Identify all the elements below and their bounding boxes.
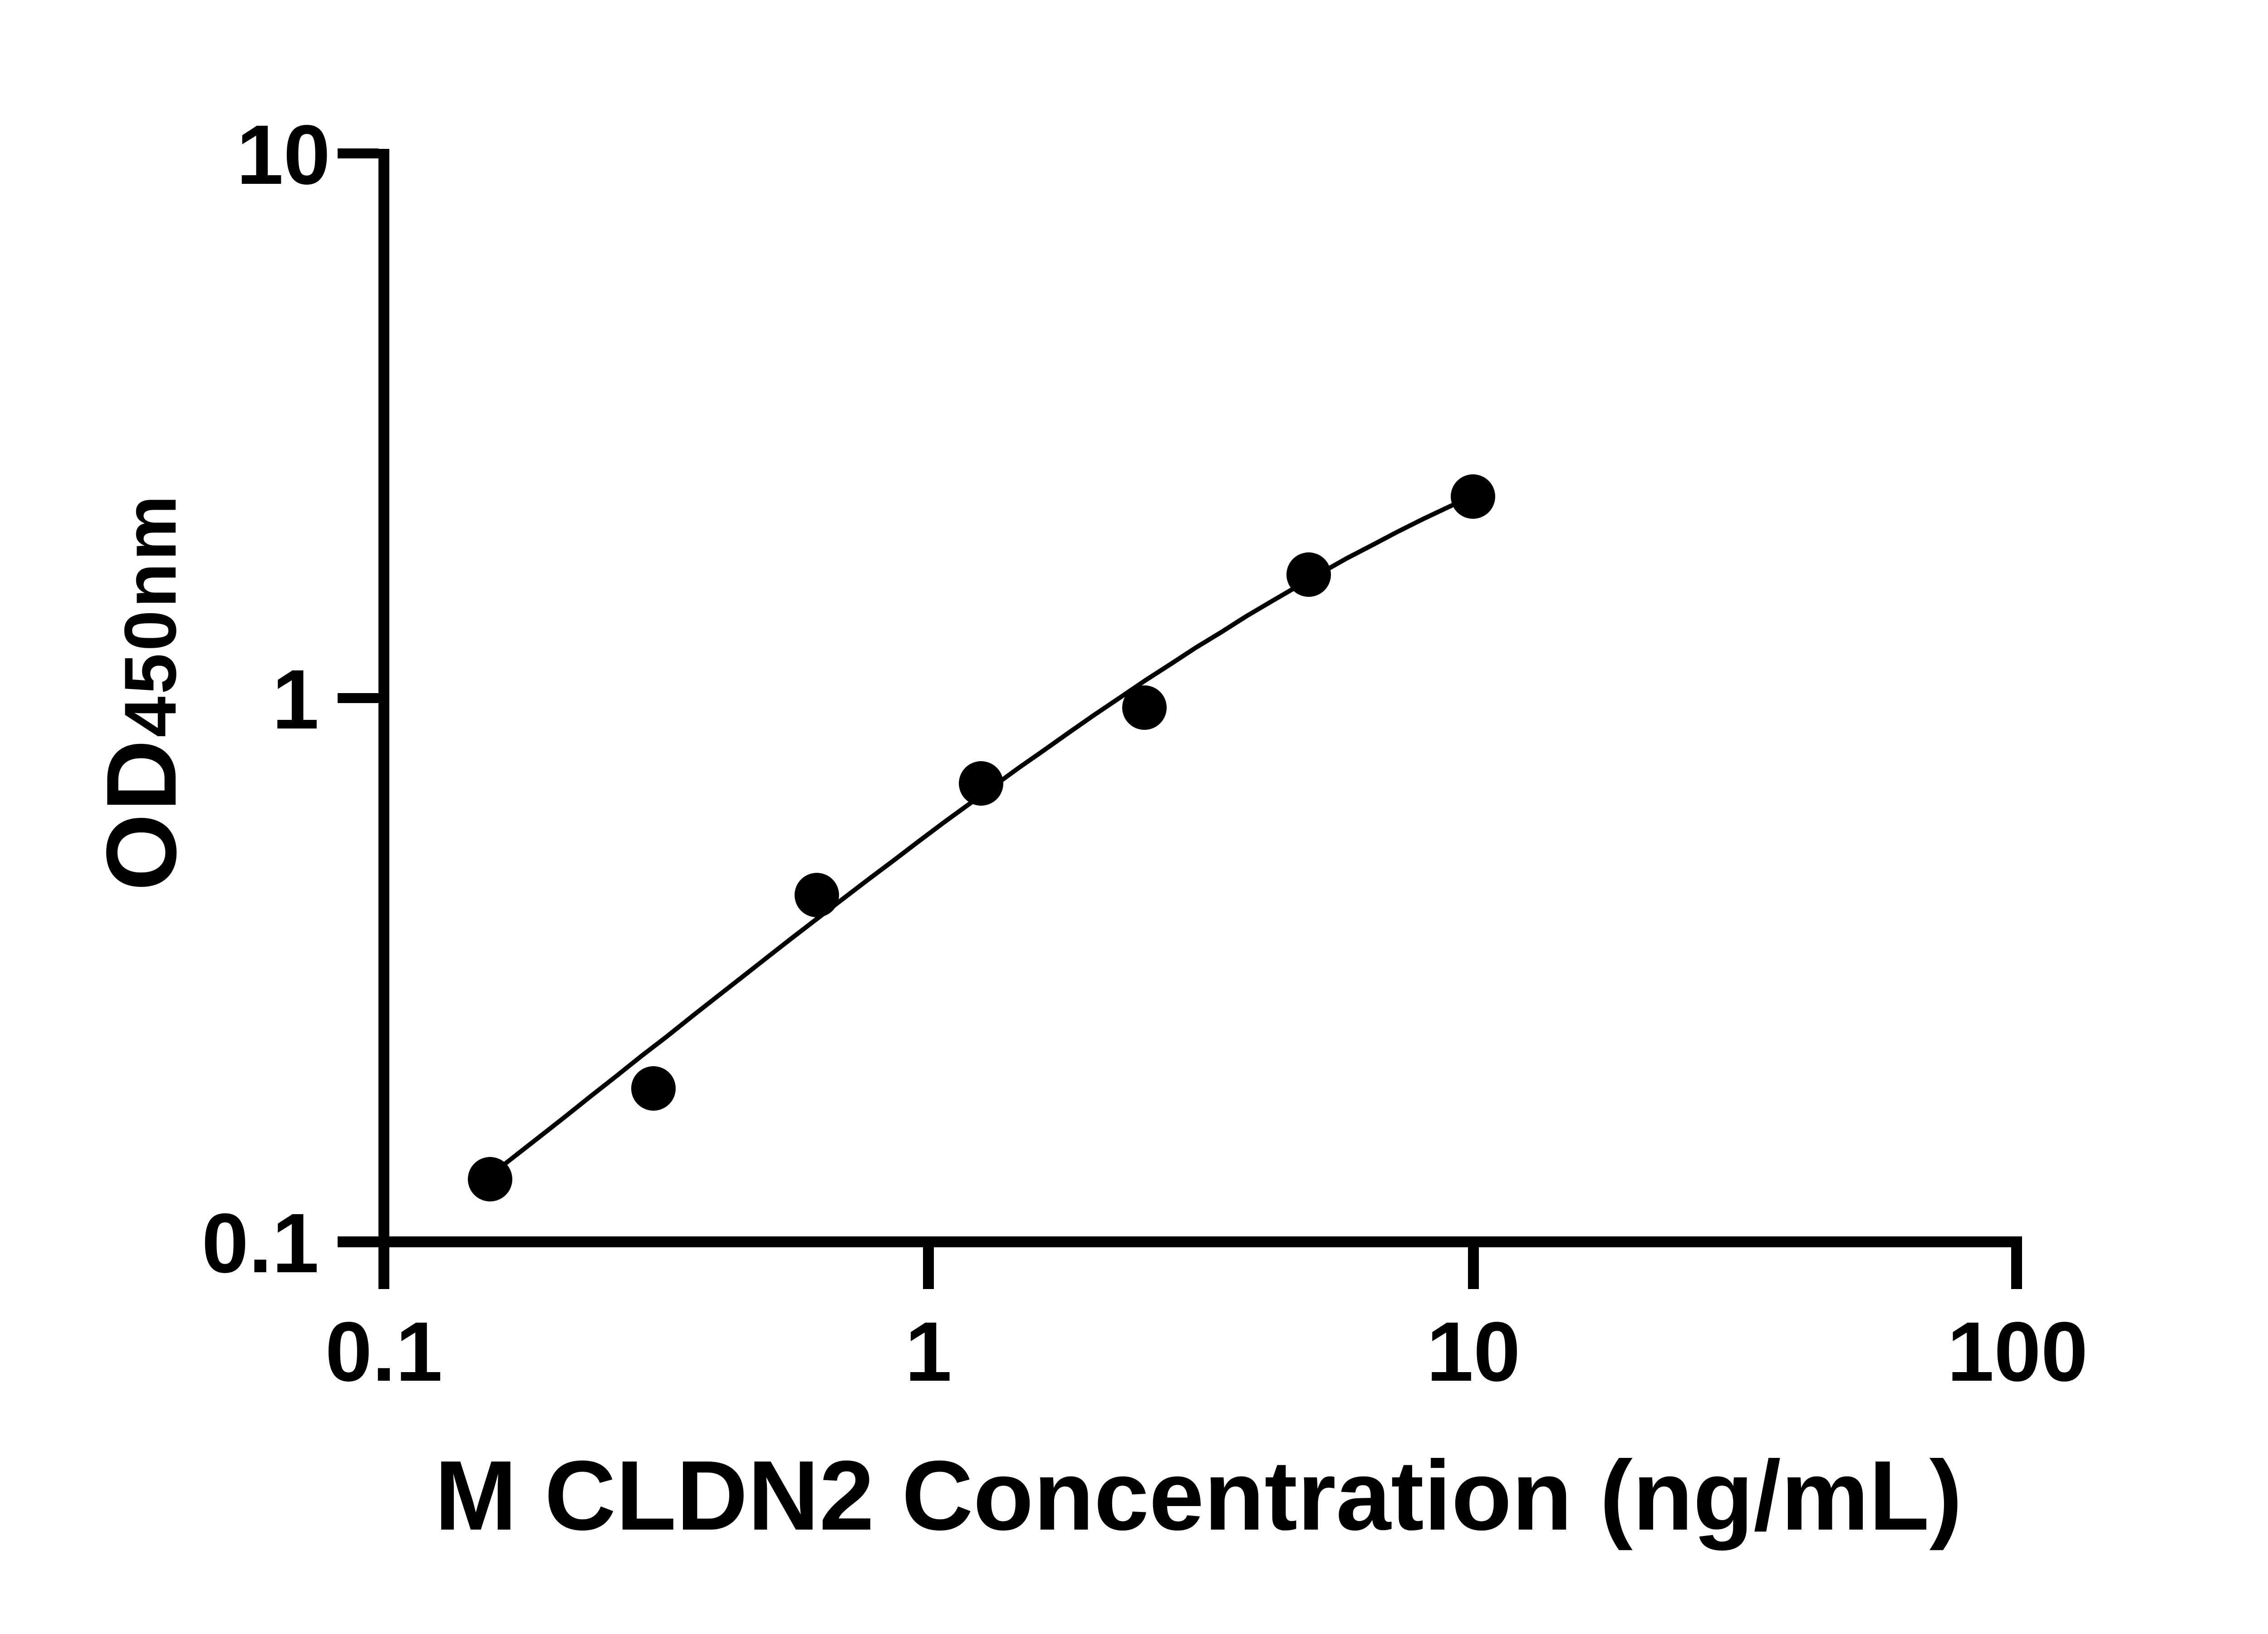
svg-text:M CLDN2 Concentration (ng/mL): M CLDN2 Concentration (ng/mL) [435, 1441, 1963, 1551]
svg-text:0.1: 0.1 [325, 1305, 443, 1399]
svg-text:0.1: 0.1 [201, 1196, 319, 1290]
svg-text:100: 100 [1947, 1305, 2088, 1399]
svg-text:1: 1 [272, 653, 319, 747]
svg-text:10: 10 [236, 108, 330, 202]
svg-text:10: 10 [1427, 1305, 1521, 1399]
svg-text:1: 1 [905, 1305, 952, 1399]
